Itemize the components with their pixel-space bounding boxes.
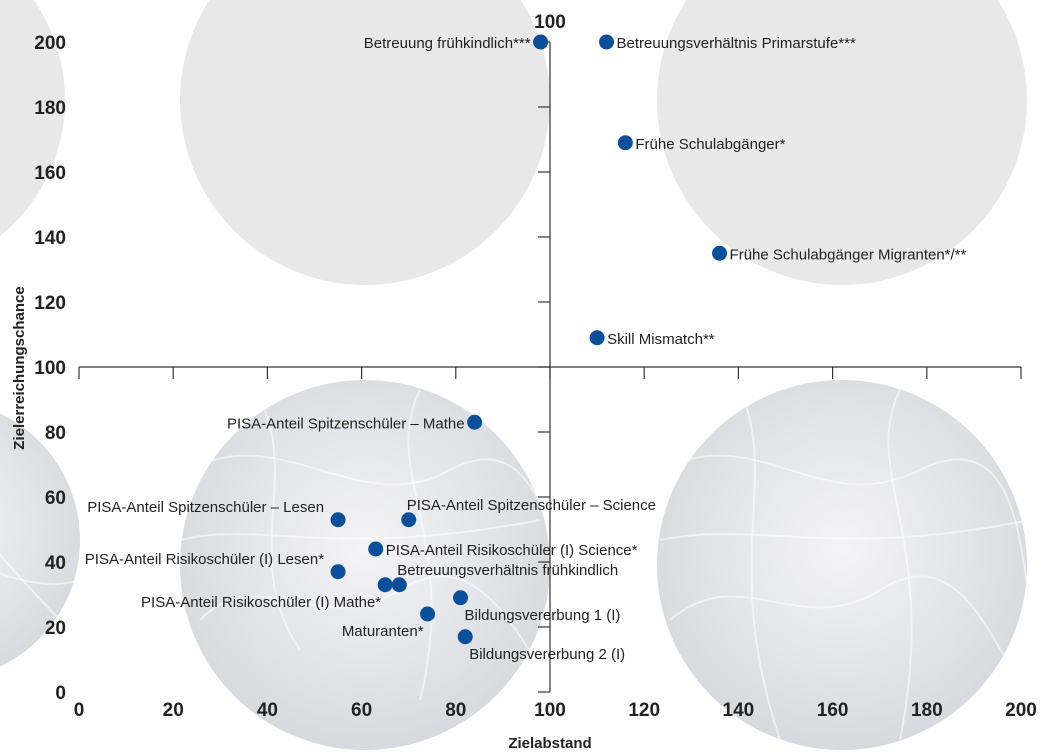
data-point [330,564,346,580]
data-point [712,245,728,261]
data-point-label: Maturanten* [342,623,424,640]
data-point [453,590,469,606]
x-tick-label: 120 [628,700,660,721]
background-circle-bottom-left [180,380,550,750]
x-tick-label: 200 [1005,700,1037,721]
y-tick-label: 40 [45,553,66,574]
data-point [368,541,384,557]
data-point-label: PISA-Anteil Risikoschüler (I) Mathe* [141,594,381,611]
x-tick-label: 100 [534,700,566,721]
data-point [589,330,605,346]
data-point-label: PISA-Anteil Risikoschüler (I) Science* [386,542,638,559]
y-axis-title: Zielerreichungschance [11,286,28,449]
data-point [457,629,473,645]
y-tick-label: 20 [45,618,66,639]
x-axis-title: Zielabstand [508,735,591,752]
data-point [617,135,633,151]
data-point-label: PISA-Anteil Spitzenschüler – Mathe [227,415,465,432]
data-point-label: Bildungsvererbung 1 (I) [465,607,621,624]
data-point [533,34,549,50]
y-tick-label: 100 [34,358,66,379]
y-tick-label: 60 [45,488,66,509]
data-point-label: PISA-Anteil Spitzenschüler – Lesen [87,499,324,516]
data-point-label: Betreuungsverhältnis Primarstufe*** [617,35,856,52]
x-axis-tick-labels: 0 20 40 60 80 100 120 140 160 180 200 [74,700,1037,721]
data-point [330,512,346,528]
data-point-label: Betreuungsverhältnis frühkindlich [397,562,618,579]
x-tick-label: 60 [351,700,372,721]
data-point [467,414,483,430]
axes [78,41,1022,693]
y-tick-label: 80 [45,423,66,444]
x-axis-ticks [78,367,1022,379]
y-tick-label: 0 [55,683,66,704]
data-point [420,606,436,622]
x-tick-label: 0 [74,700,85,721]
x-tick-label: 140 [723,700,755,721]
y-tick-label: 140 [34,228,66,249]
data-point-label: Betreuung frühkindlich*** [364,35,531,52]
data-point-label: PISA-Anteil Spitzenschüler – Science [407,497,656,514]
background-circle-top-right [657,0,1027,285]
x-tick-label: 80 [445,700,466,721]
data-point [391,577,407,593]
x-tick-label: 160 [817,700,849,721]
y-tick-label: 120 [34,293,66,314]
y-axis-top-label: 100 [534,12,566,33]
data-point-labels: Betreuung frühkindlich*** Betreuungsverhä… [85,35,967,663]
x-tick-label: 20 [163,700,184,721]
data-point [599,34,615,50]
data-point-label: Frühe Schulabgänger Migranten*/** [730,246,967,263]
data-point-label: Bildungsvererbung 2 (I) [469,646,625,663]
data-point [377,577,393,593]
background-circle-left-top [0,0,65,237]
y-axis-tick-labels: 0 20 40 60 80 100 120 140 160 180 200 100 [34,12,566,704]
background-circle-bottom-right [657,380,1027,750]
x-tick-label: 180 [911,700,943,721]
y-axis-ticks [538,41,550,693]
y-tick-label: 160 [34,163,66,184]
x-tick-label: 40 [257,700,278,721]
data-points [330,34,728,645]
data-point [401,512,417,528]
data-point-label: Frühe Schulabgänger* [635,136,785,153]
background-circle-left-bottom [0,413,80,667]
y-tick-label: 200 [34,33,66,54]
data-point-label: PISA-Anteil Risikoschüler (I) Lesen* [85,551,324,568]
y-tick-label: 180 [34,98,66,119]
background-circle-top-left [180,0,550,285]
data-point-label: Skill Mismatch** [607,331,715,348]
